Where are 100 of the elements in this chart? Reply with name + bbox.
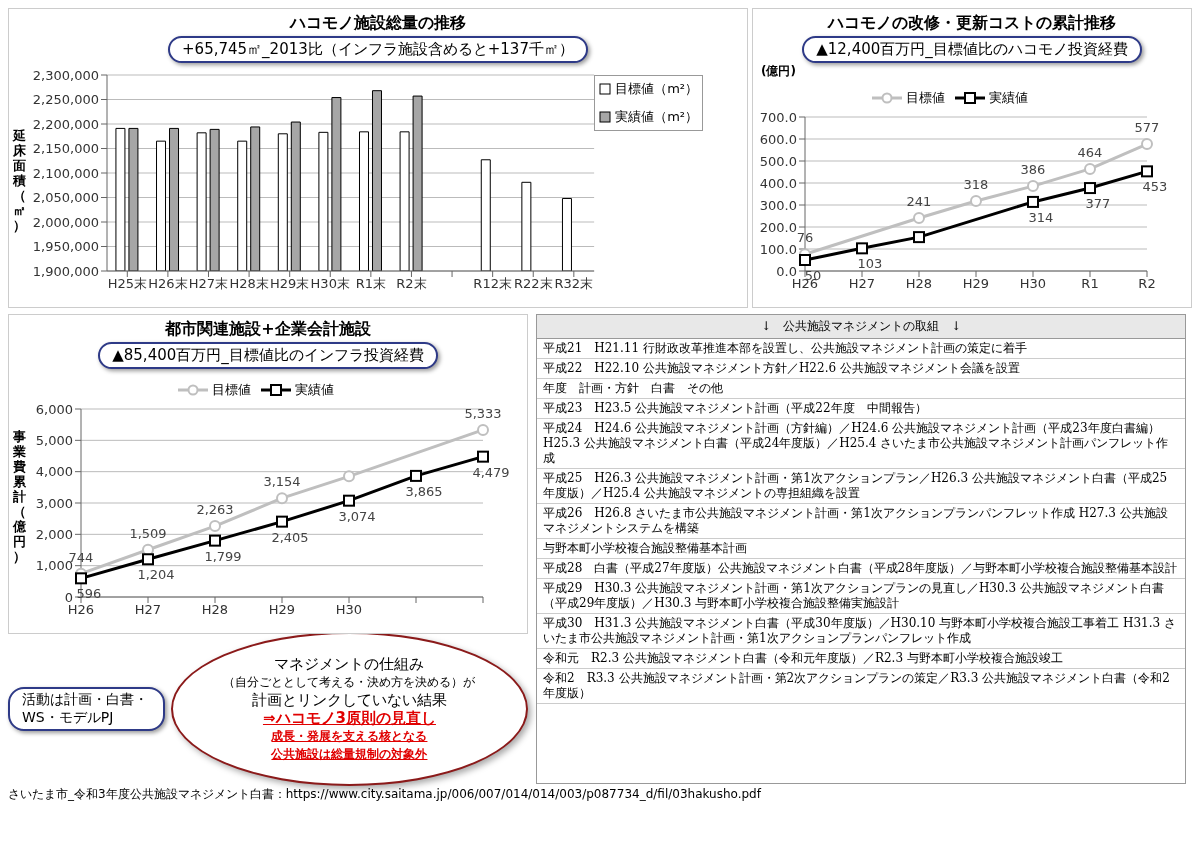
point: [1027, 180, 1039, 193]
text: 年度 計画・方針 白書 その他: [537, 379, 1185, 399]
chart-title: ハコモノの改修・更新コストの累計推移: [826, 12, 1117, 34]
point: [209, 520, 221, 533]
chart-title: ハコモノ施設総量の推移: [288, 12, 467, 34]
data-label: 386: [1020, 162, 1046, 178]
text: 公共施設は総量規制の対象外: [271, 746, 428, 763]
y-tick-label: 5,000: [35, 432, 73, 448]
point: [276, 515, 288, 528]
data-label: 1,799: [204, 548, 242, 564]
data-label: 596: [76, 586, 102, 602]
data-label: 453: [1142, 179, 1168, 195]
x-tick-label: R2末: [396, 276, 427, 292]
x-tick-label: R2: [1138, 276, 1156, 292]
x-tick-label: H29: [268, 602, 296, 618]
x-tick-label: H29: [962, 276, 990, 292]
text: 平成23 H23.5 公共施設マネジメント計画（平成22年度 中間報告）: [537, 399, 1185, 419]
y-axis-title: 延床面積（㎡）: [11, 127, 27, 233]
x-tick-label: H27: [848, 276, 876, 292]
data-label: 241: [906, 193, 932, 209]
point: [1084, 162, 1096, 175]
text: （自分ごととして考える・決め方を決める）が: [223, 674, 476, 691]
legend-label: 実績値（m²）: [615, 108, 698, 126]
text: さいたま市_令和3年度公共施設マネジメント白書：https://www.city.saitama.jp/006/007/014/014/003/p087734_d/fil/03hakusho.pdf: [8, 786, 763, 803]
point: [1027, 195, 1039, 208]
data-label: 577: [1134, 120, 1160, 136]
point: [1084, 182, 1096, 195]
text: 令和元 R2.3 公共施設マネジメント白書（令和元年度版）／R2.3 与野本町小学校複合施設竣工: [537, 649, 1185, 669]
text: 平成22 H22.10 公共施設マネジメント方針／H22.6 公共施設マネジメント会議を設置: [537, 359, 1185, 379]
y-tick-label: 600.0: [759, 131, 797, 147]
point: [410, 469, 422, 482]
y-tick-label: 300.0: [759, 197, 797, 213]
data-label: 103: [857, 256, 883, 272]
point: [970, 195, 982, 208]
point: [1141, 165, 1153, 178]
text: 平成30 H31.3 公共施設マネジメント白書（平成30年度版）／H30.10 与野本町小学校複合施設工事着工 H31.3 さいたま市公共施設マネジメント計画・第1次アクションプランパンフレット作成: [537, 614, 1185, 649]
legend-label: 目標値（m²）: [615, 80, 698, 98]
data-label: 2,405: [271, 529, 309, 545]
y-tick-label: 100.0: [759, 241, 797, 257]
text: 事業費累計（億円）: [12, 428, 26, 564]
data-label: 1,204: [137, 567, 175, 583]
y-tick-label: 1,900,000: [32, 263, 99, 279]
point: [209, 534, 221, 547]
text: +65,745㎡_2013比（インフラ施設含めると+137千㎡）: [168, 36, 588, 63]
point: [913, 231, 925, 244]
point: [799, 254, 811, 266]
point: [75, 572, 87, 585]
text: 与野本町小学校複合施設整備基本計画: [537, 539, 1185, 559]
x-tick-label: H25末: [107, 276, 147, 292]
y-tick-label: 200.0: [759, 219, 797, 235]
y-tick-label: 2,000: [35, 526, 73, 542]
x-tick-label: H30末: [310, 276, 350, 292]
text: ⇒ハコモノ3原則の見直し: [262, 709, 436, 727]
y-axis-title: (億円): [761, 63, 797, 78]
data-label: 3,865: [405, 483, 443, 499]
y-tick-label: 2,200,000: [32, 116, 99, 132]
point: [1141, 138, 1153, 151]
x-tick-label: H28末: [229, 276, 269, 292]
text: 平成21 H21.11 行財政改革推進本部を設置し、公共施設マネジメント計画の策定に着手: [537, 339, 1185, 359]
x-tick-label: R22末: [513, 276, 553, 292]
data-label: 3,074: [338, 508, 376, 524]
y-tick-label: 2,050,000: [32, 190, 99, 206]
data-label: 1,509: [129, 525, 167, 541]
x-tick-label: H28: [201, 602, 229, 618]
legend-label: 目標値: [906, 89, 945, 107]
point: [477, 423, 489, 436]
data-label: 464: [1077, 144, 1103, 160]
y-tick-label: 3,000: [35, 495, 73, 511]
text: マネジメントの仕組み: [274, 655, 425, 673]
y-tick-label: 500.0: [759, 153, 797, 169]
text: 平成25 H26.3 公共施設マネジメント計画・第1次アクションプラン／H26.3 公共施設マネジメント白書（平成25年度版）／H25.4 公共施設マネジメントの専担組織を設置: [537, 469, 1185, 504]
x-tick-label: H28: [905, 276, 933, 292]
x-tick-label: H29末: [270, 276, 310, 292]
point: [142, 553, 154, 566]
data-label: 314: [1028, 209, 1054, 225]
y-tick-label: 400.0: [759, 175, 797, 191]
text: 平成28 白書（平成27年度版）公共施設マネジメント白書（平成28年度版）／与野本町小学校複合施設整備基本設計: [537, 559, 1185, 579]
data-label: 5,333: [464, 405, 502, 421]
text: 活動は計画・白書・WS・モデルPJ: [8, 687, 165, 731]
x-tick-label: R1: [1081, 276, 1099, 292]
text: 平成26 H26.8 さいたま市公共施設マネジメント計画・第1次アクションプランパンフレット作成 H27.3 公共施設マネジメントシステムを構築: [537, 504, 1185, 539]
point: [477, 450, 489, 463]
text: ▲85,400百万円_目標値比のインフラ投資経費: [98, 342, 438, 369]
y-tick-label: 4,000: [35, 464, 73, 480]
legend-label: 実績値: [989, 89, 1028, 107]
text: 成長・発展を支える核となる: [271, 728, 428, 745]
x-tick-label: R32末: [554, 276, 594, 292]
x-tick-label: H30: [335, 602, 363, 618]
text: 計画とリンクしていない結果: [251, 691, 447, 709]
x-tick-label: H30: [1019, 276, 1047, 292]
x-tick-label: H27末: [188, 276, 229, 292]
y-tick-label: 0: [64, 589, 73, 605]
point: [276, 492, 288, 505]
x-tick-label: H26: [67, 602, 95, 618]
data-label: 4,479: [472, 464, 510, 480]
text: ▲12,400百万円_目標値比のハコモノ投資経費: [802, 36, 1142, 63]
chart-title: 都市関連施設+企業会計施設: [164, 318, 372, 340]
legend-label: 目標値: [212, 381, 251, 399]
legend-label: 実績値: [295, 381, 334, 399]
y-tick-label: 700.0: [759, 109, 797, 125]
